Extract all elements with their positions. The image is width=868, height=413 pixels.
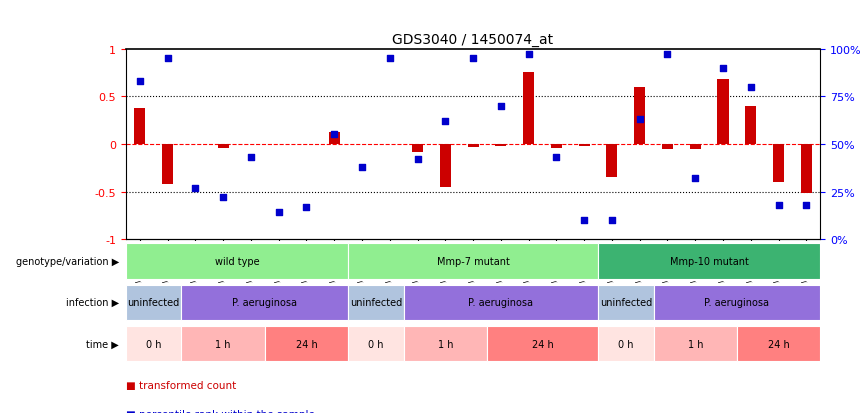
Bar — [746, 107, 756, 145]
Point — [549, 154, 563, 161]
Text: 1 h: 1 h — [687, 339, 703, 349]
Bar — [635, 88, 645, 145]
Bar — [487, 326, 598, 361]
Bar — [404, 285, 598, 320]
Point — [299, 204, 313, 211]
Text: wild type: wild type — [214, 256, 260, 266]
Point — [494, 103, 508, 110]
Bar — [126, 326, 181, 361]
Bar — [662, 145, 673, 150]
Text: genotype/variation ▶: genotype/variation ▶ — [16, 256, 119, 266]
Text: 24 h: 24 h — [295, 339, 318, 349]
Bar — [468, 145, 478, 147]
Point — [522, 52, 536, 59]
Bar — [654, 285, 820, 320]
Bar — [348, 326, 404, 361]
Point — [605, 217, 619, 224]
Text: P. aeruginosa: P. aeruginosa — [705, 297, 769, 308]
Bar — [690, 145, 700, 150]
Text: P. aeruginosa: P. aeruginosa — [233, 297, 297, 308]
Point — [661, 52, 674, 59]
Point — [688, 176, 702, 182]
Bar — [801, 145, 812, 194]
Bar — [348, 244, 598, 279]
Text: uninfected: uninfected — [350, 297, 402, 308]
Point — [799, 202, 813, 209]
Bar — [773, 145, 784, 183]
Bar — [126, 285, 181, 320]
Bar — [579, 145, 589, 147]
Bar — [162, 145, 173, 185]
Text: ■ transformed count: ■ transformed count — [126, 380, 236, 390]
Point — [133, 78, 147, 85]
Bar — [598, 244, 820, 279]
Point — [466, 56, 480, 62]
Text: infection ▶: infection ▶ — [66, 297, 119, 308]
Point — [161, 56, 174, 62]
Text: time ▶: time ▶ — [86, 339, 119, 349]
Bar — [181, 326, 265, 361]
Point — [327, 132, 341, 138]
Point — [244, 154, 258, 161]
Bar — [329, 133, 339, 145]
Point — [744, 84, 758, 91]
Text: Mmp-10 mutant: Mmp-10 mutant — [670, 256, 748, 266]
Text: P. aeruginosa: P. aeruginosa — [469, 297, 533, 308]
Text: 24 h: 24 h — [767, 339, 790, 349]
Bar — [218, 145, 228, 148]
Bar — [654, 326, 737, 361]
Text: ■ percentile rank within the sample: ■ percentile rank within the sample — [126, 409, 315, 413]
Bar — [496, 145, 506, 147]
Bar — [440, 145, 450, 188]
Point — [383, 56, 397, 62]
Point — [633, 116, 647, 123]
Text: Mmp-7 mutant: Mmp-7 mutant — [437, 256, 510, 266]
Bar — [598, 326, 654, 361]
Text: 0 h: 0 h — [618, 339, 634, 349]
Point — [272, 210, 286, 216]
Point — [411, 157, 424, 163]
Bar — [718, 80, 728, 145]
Bar — [404, 326, 487, 361]
Text: 0 h: 0 h — [368, 339, 384, 349]
Bar — [181, 285, 348, 320]
Bar — [737, 326, 820, 361]
Text: 24 h: 24 h — [531, 339, 554, 349]
Text: uninfected: uninfected — [600, 297, 652, 308]
Bar — [348, 285, 404, 320]
Bar — [135, 109, 145, 145]
Bar — [598, 285, 654, 320]
Point — [772, 202, 786, 209]
Bar — [551, 145, 562, 148]
Point — [716, 65, 730, 72]
Text: 1 h: 1 h — [437, 339, 453, 349]
Text: uninfected: uninfected — [128, 297, 180, 308]
Bar — [412, 145, 423, 152]
Text: 0 h: 0 h — [146, 339, 161, 349]
Point — [216, 195, 230, 201]
Point — [577, 217, 591, 224]
Title: GDS3040 / 1450074_at: GDS3040 / 1450074_at — [392, 33, 554, 47]
Bar — [607, 145, 617, 178]
Bar — [523, 74, 534, 145]
Point — [355, 164, 369, 171]
Text: 1 h: 1 h — [215, 339, 231, 349]
Bar — [265, 326, 348, 361]
Point — [188, 185, 202, 192]
Bar — [126, 244, 348, 279]
Point — [438, 119, 452, 125]
